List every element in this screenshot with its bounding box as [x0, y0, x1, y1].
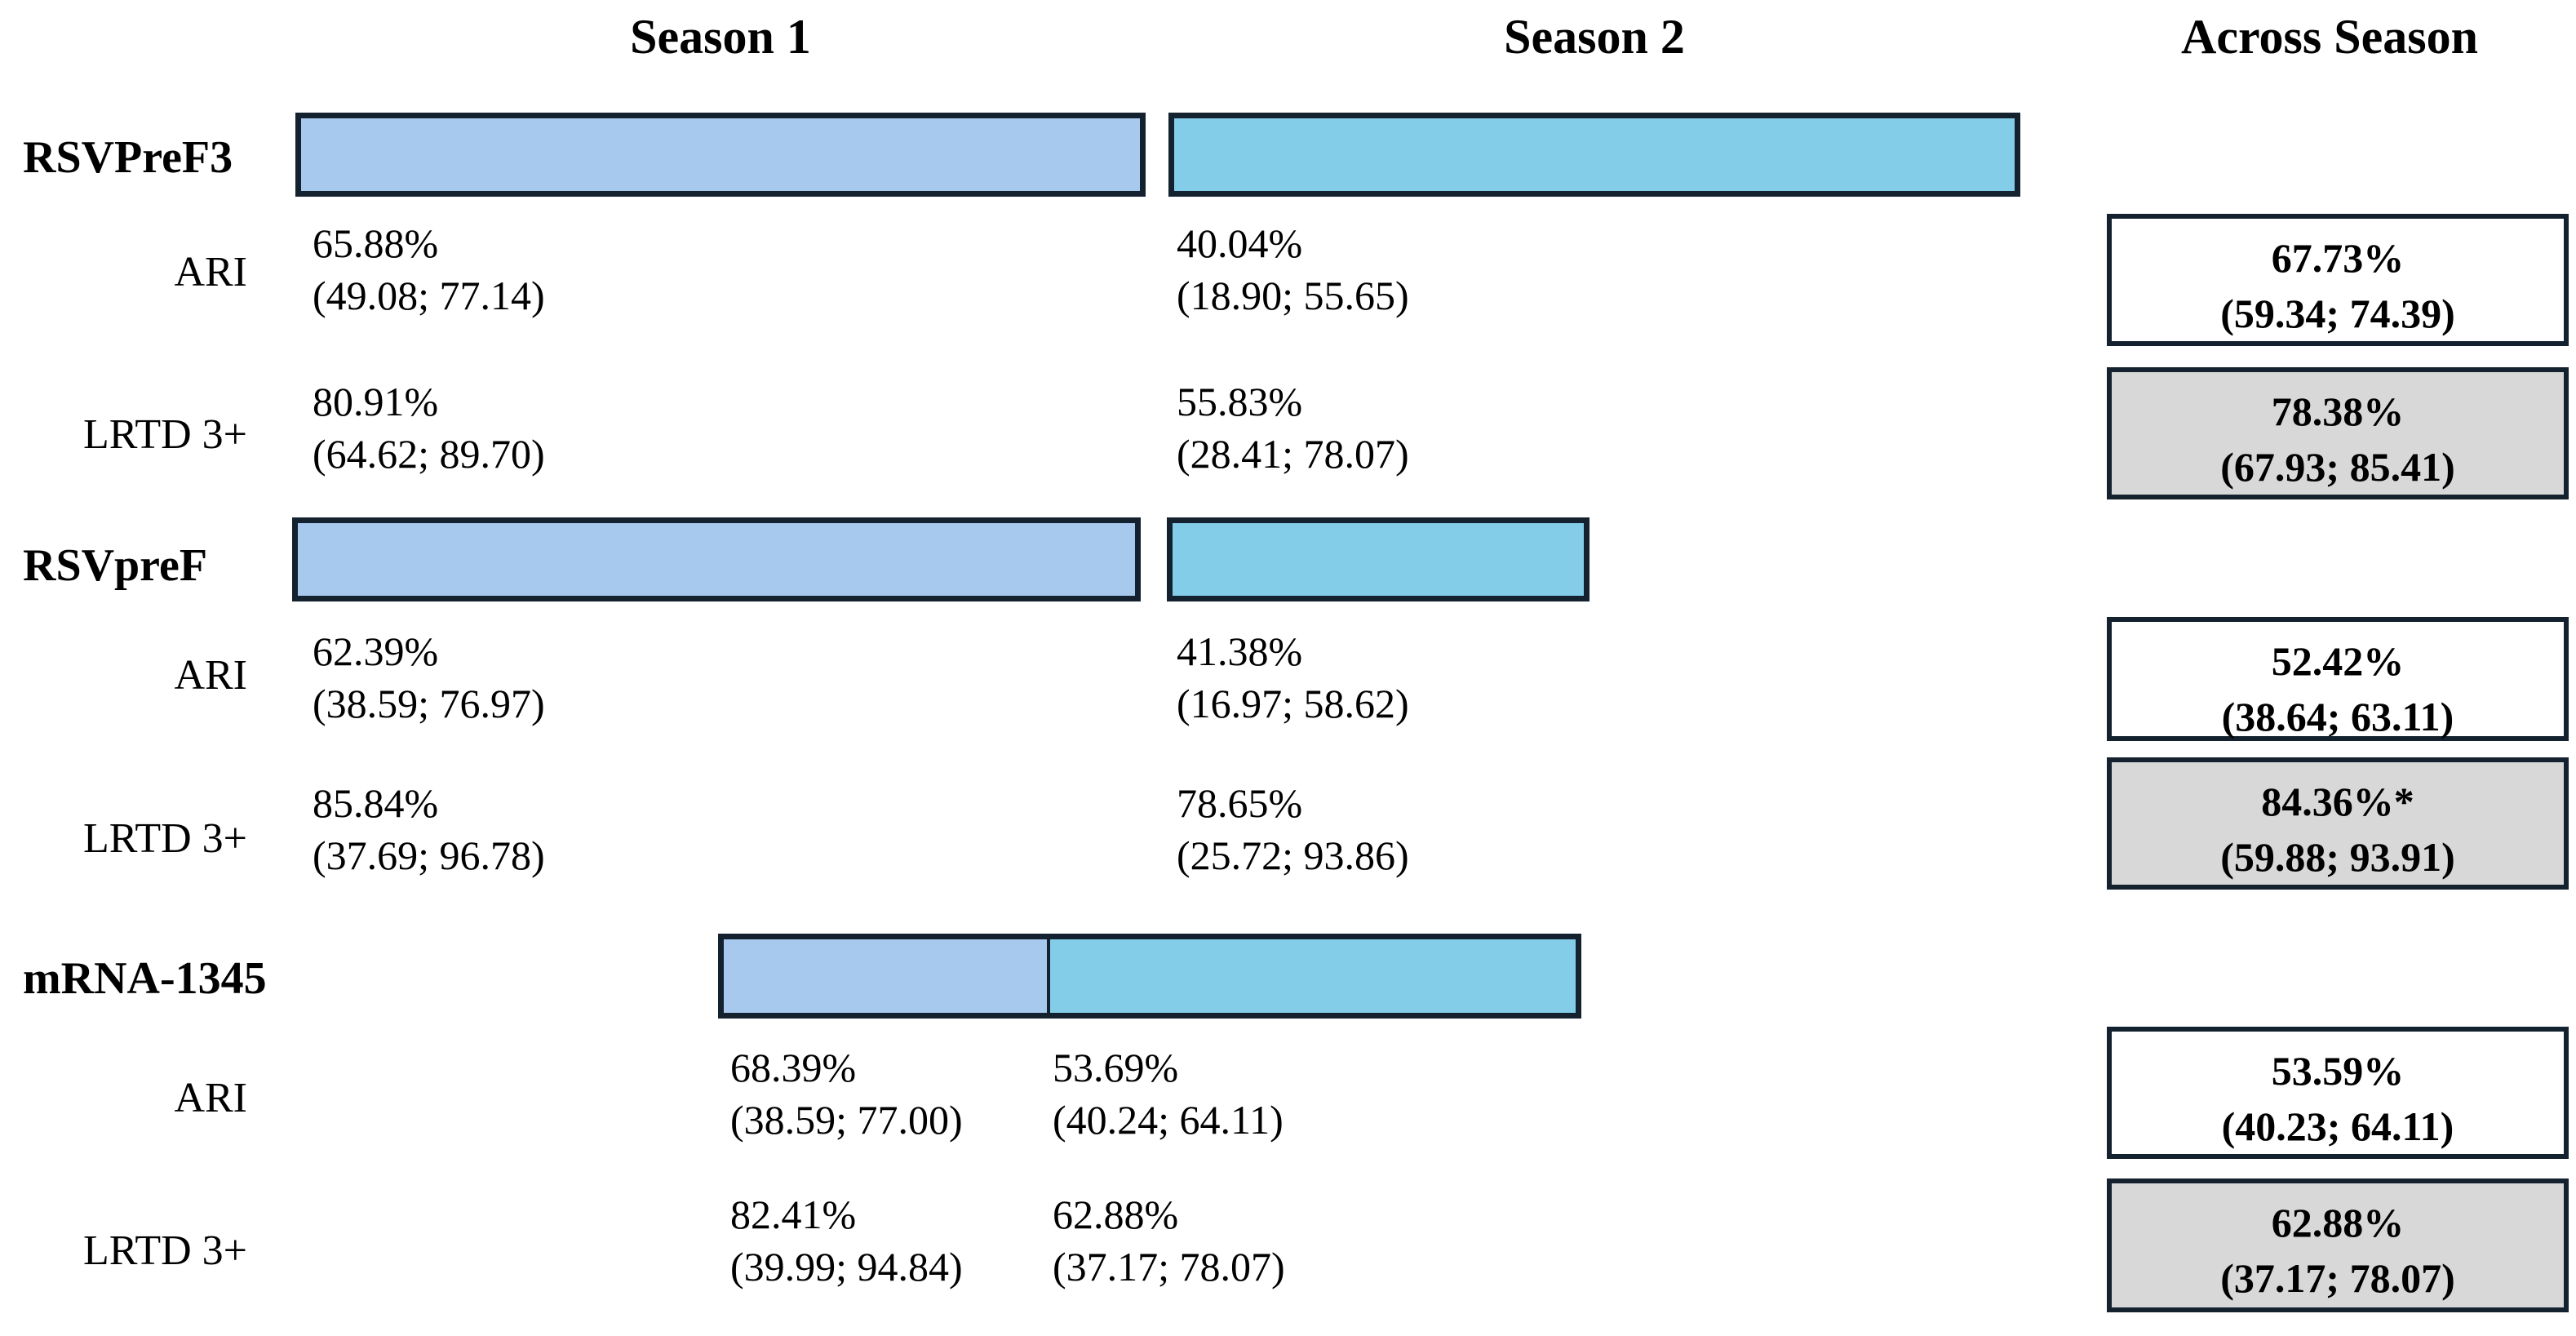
rsvpref3-season2-bar: [1168, 113, 2020, 197]
across-ve-value: 53.59%: [2271, 1048, 2405, 1094]
ci-value: (38.59; 76.97): [313, 681, 545, 726]
rsvpref3-ari-season2-value: 40.04% (18.90; 55.65): [1177, 217, 1409, 322]
mrna-1345-bar: [718, 934, 1581, 1019]
rsvpref3-lrtd-across-box: 78.38% (67.93; 85.41): [2107, 367, 2569, 499]
mrna-ari-across-box: 53.59% (40.23; 64.11): [2107, 1027, 2569, 1159]
rsvpref-season2-bar: [1167, 517, 1589, 601]
ci-value: (39.99; 94.84): [730, 1244, 963, 1289]
ci-value: (25.72; 93.86): [1177, 832, 1409, 878]
rsvpref-season1-bar: [292, 517, 1141, 601]
rsvpref-lrtd-season2-value: 78.65% (25.72; 93.86): [1177, 777, 1409, 881]
ve-value: 41.38%: [1177, 628, 1303, 674]
rsvpref-ari-across-box: 52.42% (38.64; 63.11): [2107, 617, 2569, 741]
ve-value: 78.65%: [1177, 780, 1303, 826]
rsvpref3-lrtd-season1-value: 80.91% (64.62; 89.70): [313, 375, 545, 480]
ve-value: 62.39%: [313, 628, 439, 674]
ci-value: (28.41; 78.07): [1177, 431, 1409, 477]
mrna-lrtd-season1-value: 82.41% (39.99; 94.84): [730, 1188, 963, 1293]
ve-value: 82.41%: [730, 1192, 857, 1237]
across-ve-value: 52.42%: [2271, 638, 2405, 684]
across-ci-value: (38.64; 63.11): [2221, 694, 2454, 739]
across-ve-value: 67.73%: [2271, 235, 2405, 281]
season-2-column-header: Season 2: [1504, 10, 1685, 64]
endpoint-label-rsvpref-lrtd: LRTD 3+: [83, 815, 247, 862]
across-ci-value: (40.23; 64.11): [2221, 1103, 2454, 1149]
rsvpref-lrtd-season1-value: 85.84% (37.69; 96.78): [313, 777, 545, 881]
ci-value: (37.69; 96.78): [313, 832, 545, 878]
ve-value: 68.39%: [730, 1045, 857, 1090]
endpoint-label-mrna-lrtd: LRTD 3+: [83, 1227, 247, 1274]
across-ve-value: 78.38%: [2271, 388, 2405, 434]
across-ci-value: (67.93; 85.41): [2220, 444, 2455, 490]
ve-value: 53.69%: [1053, 1045, 1179, 1090]
mrna-ari-season2-value: 53.69% (40.24; 64.11): [1053, 1041, 1284, 1146]
across-ci-value: (59.88; 93.91): [2220, 834, 2455, 880]
ve-value: 80.91%: [313, 379, 439, 424]
rsvpref3-season1-bar: [295, 113, 1146, 197]
endpoint-label-rsvpref3-ari: ARI: [174, 249, 247, 295]
mrna-ari-season1-value: 68.39% (38.59; 77.00): [730, 1041, 963, 1146]
across-ci-value: (59.34; 74.39): [2220, 291, 2455, 336]
rsvpref-lrtd-across-box: 84.36%* (59.88; 93.91): [2107, 757, 2569, 890]
ci-value: (37.17; 78.07): [1053, 1244, 1285, 1289]
across-ve-value: 62.88%: [2271, 1200, 2405, 1245]
ci-value: (40.24; 64.11): [1053, 1097, 1284, 1143]
ve-value: 85.84%: [313, 780, 439, 826]
rsvpref-ari-season2-value: 41.38% (16.97; 58.62): [1177, 625, 1409, 730]
vaccine-label-mrna-1345: mRNA-1345: [23, 953, 267, 1004]
ci-value: (18.90; 55.65): [1177, 273, 1409, 318]
vaccine-label-rsvpref3: RSVPreF3: [23, 132, 233, 183]
mrna-1345-season2-bar: [1050, 939, 1576, 1013]
mrna-lrtd-across-box: 62.88% (37.17; 78.07): [2107, 1178, 2569, 1312]
across-ci-value: (37.17; 78.07): [2220, 1255, 2455, 1301]
endpoint-label-rsvpref-ari: ARI: [174, 652, 247, 699]
endpoint-label-rsvpref3-lrtd: LRTD 3+: [83, 411, 247, 458]
across-ve-value: 84.36%*: [2261, 779, 2414, 824]
vaccine-label-rsvpref: RSVpreF: [23, 540, 208, 591]
ve-value: 65.88%: [313, 220, 439, 266]
ci-value: (49.08; 77.14): [313, 273, 545, 318]
ve-value: 55.83%: [1177, 379, 1303, 424]
across-season-column-header: Across Season: [2181, 10, 2478, 64]
rsvpref-ari-season1-value: 62.39% (38.59; 76.97): [313, 625, 545, 730]
ve-value: 40.04%: [1177, 220, 1303, 266]
mrna-lrtd-season2-value: 62.88% (37.17; 78.07): [1053, 1188, 1285, 1293]
ve-value: 62.88%: [1053, 1192, 1179, 1237]
ci-value: (16.97; 58.62): [1177, 681, 1409, 726]
season-1-column-header: Season 1: [630, 10, 811, 64]
rsvpref3-lrtd-season2-value: 55.83% (28.41; 78.07): [1177, 375, 1409, 480]
mrna-1345-season1-bar: [724, 939, 1050, 1013]
ci-value: (64.62; 89.70): [313, 431, 545, 477]
rsvpref3-ari-season1-value: 65.88% (49.08; 77.14): [313, 217, 545, 322]
ci-value: (38.59; 77.00): [730, 1097, 963, 1143]
rsvpref3-ari-across-box: 67.73% (59.34; 74.39): [2107, 214, 2569, 346]
endpoint-label-mrna-ari: ARI: [174, 1075, 247, 1121]
